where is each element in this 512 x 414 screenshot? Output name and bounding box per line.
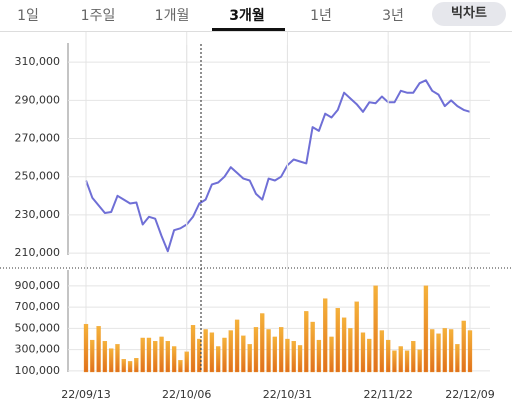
volume-bar xyxy=(272,336,278,373)
volume-bar xyxy=(234,319,240,373)
y-tick-label: 290,000 xyxy=(15,93,61,106)
volume-bar xyxy=(423,285,429,373)
x-tick-label: 22/09/13 xyxy=(61,388,110,401)
volume-bar xyxy=(448,329,454,373)
volume-bar xyxy=(455,344,460,373)
volume-bar xyxy=(323,298,328,373)
volume-bar xyxy=(354,301,359,373)
volume-bar xyxy=(222,337,227,373)
volume-bar xyxy=(140,337,145,373)
y-tick-label: 900,000 xyxy=(15,279,61,292)
volume-bar xyxy=(121,359,126,373)
volume-bar xyxy=(430,329,435,373)
volume-bar xyxy=(159,336,164,373)
price-line xyxy=(85,79,471,253)
volume-bar xyxy=(467,330,473,373)
volume-bar xyxy=(348,328,353,373)
x-tick-label: 22/12/09 xyxy=(445,388,494,401)
volume-bar xyxy=(216,346,221,373)
chart: 210,000 230,000 250,000 270,000 290,000 310,0… xyxy=(0,32,512,401)
volume-bar xyxy=(285,338,290,373)
tab[interactable]: 1일 xyxy=(17,8,39,24)
volume-bar xyxy=(247,344,252,373)
volume-bar xyxy=(297,345,303,373)
tab[interactable]: 3년 xyxy=(382,8,404,24)
volume-bar xyxy=(203,329,208,373)
volume-bar xyxy=(197,338,202,373)
tab-active[interactable]: 3개월 xyxy=(229,8,265,24)
y-tick-label: 230,000 xyxy=(15,208,61,221)
volume-bar xyxy=(96,326,101,373)
volume-bar xyxy=(392,350,397,373)
volume-bar xyxy=(83,323,89,373)
y-tick-label: 250,000 xyxy=(15,170,61,183)
x-tick-label: 22/10/31 xyxy=(263,388,312,401)
volume-bar xyxy=(134,358,139,373)
volume-bar xyxy=(442,328,447,373)
volume-bar xyxy=(417,349,422,373)
volume-bar xyxy=(241,335,246,373)
volume-bar xyxy=(146,337,152,373)
volume-bar xyxy=(228,330,233,373)
volume-bar xyxy=(404,350,410,373)
tab[interactable]: 1개월 xyxy=(154,8,190,24)
volume-bar xyxy=(304,311,309,373)
volume-bar xyxy=(335,308,340,373)
big-chart-button[interactable]: 빅차트 xyxy=(432,2,506,26)
volume-bar xyxy=(461,320,466,373)
volume-bar xyxy=(171,346,177,373)
volume-bar xyxy=(379,330,385,373)
volume-bar xyxy=(153,340,158,373)
y-tick-label: 700,000 xyxy=(15,300,61,313)
volume-bar xyxy=(367,338,372,373)
volume-bar xyxy=(90,339,95,373)
volume-bar xyxy=(310,321,315,373)
volume-bar xyxy=(102,340,108,373)
volume-bar xyxy=(360,332,366,373)
volume-bar xyxy=(109,348,114,373)
volume-bar xyxy=(278,327,284,373)
y-tick-label: 300,000 xyxy=(15,343,61,356)
volume-bar xyxy=(266,329,271,373)
volume-bar xyxy=(316,339,322,373)
volume-bar xyxy=(253,327,259,373)
y-tick-label: 310,000 xyxy=(15,55,61,68)
volume-bar xyxy=(178,360,183,373)
volume-bar xyxy=(165,340,170,373)
period-tabs: 1일 1주일 1개월 3개월 1년 3년 빅차트 xyxy=(0,0,512,32)
volume-bar xyxy=(398,346,403,373)
active-underline xyxy=(212,28,285,31)
x-tick-label: 22/11/22 xyxy=(363,388,412,401)
tab[interactable]: 1년 xyxy=(310,8,332,24)
volume-bar xyxy=(260,313,265,373)
volume-bar xyxy=(127,361,133,373)
tab[interactable]: 1주일 xyxy=(80,8,116,24)
y-tick-label: 500,000 xyxy=(15,321,61,334)
volume-bar xyxy=(190,325,196,373)
x-tick-label: 22/10/06 xyxy=(162,388,211,401)
volume-bar xyxy=(209,332,215,373)
volume-bar xyxy=(411,340,416,373)
y-tick-label: 270,000 xyxy=(15,132,61,145)
volume-bar xyxy=(373,285,378,373)
y-tick-label: 100,000 xyxy=(15,364,61,377)
volume-bar xyxy=(115,344,120,373)
volume-bar xyxy=(341,317,347,373)
volume-bar xyxy=(436,333,441,373)
volume-bar xyxy=(291,340,296,373)
volume-bar xyxy=(386,339,391,373)
volume-bar xyxy=(184,351,189,373)
volume-bar xyxy=(329,336,334,373)
y-tick-label: 210,000 xyxy=(15,246,61,259)
